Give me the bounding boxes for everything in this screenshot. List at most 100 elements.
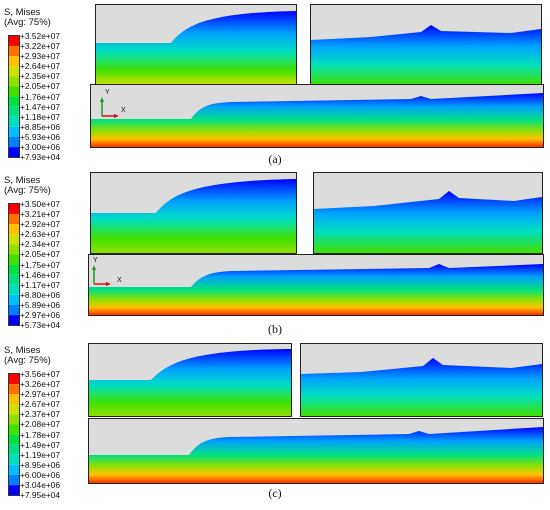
swatch xyxy=(9,46,19,57)
tick-label: +2.67e+07 xyxy=(20,399,61,410)
tick-label: +8.85e+06 xyxy=(20,121,61,132)
swatch xyxy=(9,137,19,148)
axis-x-arrowhead xyxy=(114,114,119,118)
zoom-panel-slope xyxy=(90,172,297,254)
swatch xyxy=(9,294,19,305)
legend-title: S, Mises xyxy=(4,7,41,18)
zoom-panel-bump xyxy=(310,4,542,86)
axis-x-arrowhead xyxy=(106,282,111,286)
stress-contour-bump xyxy=(301,358,542,416)
tick-label: +3.56e+07 xyxy=(20,369,61,379)
legend-a: S, Mises (Avg: 75%) +3.52e+07 +3.22e+07 … xyxy=(4,7,92,163)
swatch xyxy=(9,244,19,255)
tick-label: +8.95e+06 xyxy=(20,459,61,470)
axis-y-label: Y xyxy=(105,89,110,96)
colorbar xyxy=(8,373,20,496)
legend-subtitle: (Avg: 75%) xyxy=(4,355,51,366)
stress-contour-slope xyxy=(91,179,296,253)
swatch xyxy=(9,96,19,107)
swatch xyxy=(9,434,19,445)
legend-ticks: +3.52e+07 +3.22e+07 +2.93e+07 +2.64e+07 … xyxy=(20,31,60,162)
colorbar xyxy=(8,203,20,326)
tick-label: +2.34e+07 xyxy=(20,239,61,250)
swatch xyxy=(9,305,19,316)
legend-b: S, Mises (Avg: 75%) +3.50e+07 +3.21e+07 … xyxy=(4,175,92,331)
swatch xyxy=(9,284,19,295)
axis-y-label: Y xyxy=(93,257,98,264)
swatch xyxy=(9,214,19,225)
swatch xyxy=(9,86,19,97)
swatch xyxy=(9,106,19,117)
colorbar-swatches xyxy=(9,374,19,496)
tick-label: +6.00e+06 xyxy=(20,469,61,480)
tick-label: +3.22e+07 xyxy=(20,41,61,52)
swatch xyxy=(9,315,19,326)
full-model: Y X xyxy=(90,84,544,148)
swatch xyxy=(9,147,19,158)
legend-title: S, Mises xyxy=(4,345,41,356)
zoom-panel-bump xyxy=(300,343,543,417)
tick-label: +2.93e+07 xyxy=(20,51,61,62)
full-model: Y X xyxy=(88,254,544,316)
tick-label: +1.78e+07 xyxy=(20,429,61,440)
tick-label: +5.73e+04 xyxy=(20,320,61,331)
caption-b: (b) xyxy=(268,322,282,336)
tick-label: +7.95e+04 xyxy=(20,490,61,501)
swatch xyxy=(9,116,19,127)
colorbar-swatches xyxy=(9,36,19,158)
tick-label: +2.92e+07 xyxy=(20,219,61,230)
tick-label: +2.97e+06 xyxy=(20,310,61,321)
legend-ticks: +3.50e+07 +3.21e+07 +2.92e+07 +2.63e+07 … xyxy=(20,199,60,330)
tick-label: +3.04e+06 xyxy=(20,480,61,491)
zoom-panel-slope xyxy=(88,343,292,417)
tick-label: +2.97e+07 xyxy=(20,389,61,400)
swatch xyxy=(9,234,19,245)
stress-contour-full xyxy=(89,427,543,483)
swatch xyxy=(9,254,19,265)
tick-label: +5.93e+06 xyxy=(20,131,61,142)
legend-c: S, Mises (Avg: 75%) +3.56e+07 +3.26e+07 … xyxy=(4,345,92,501)
tick-label: +1.18e+07 xyxy=(20,111,61,122)
axis-y-arrowhead xyxy=(100,97,104,102)
axis-triad-a xyxy=(100,97,119,118)
axis-y-arrowhead xyxy=(92,265,96,270)
swatch xyxy=(9,454,19,465)
tick-label: +2.64e+07 xyxy=(20,61,61,72)
axis-triad-b xyxy=(92,265,111,286)
swatch xyxy=(9,384,19,395)
tick-label: +1.47e+07 xyxy=(20,101,61,112)
swatch xyxy=(9,126,19,137)
swatch xyxy=(9,485,19,496)
tick-label: +1.75e+07 xyxy=(20,259,61,270)
swatch xyxy=(9,475,19,486)
tick-label: +3.50e+07 xyxy=(20,199,61,209)
tick-label: +7.93e+04 xyxy=(20,152,61,163)
swatch xyxy=(9,374,19,385)
swatch xyxy=(9,56,19,67)
caption-a: (a) xyxy=(268,152,282,166)
tick-label: +3.26e+07 xyxy=(20,379,61,390)
legend-subtitle: (Avg: 75%) xyxy=(4,17,51,28)
swatch xyxy=(9,394,19,405)
swatch xyxy=(9,414,19,425)
tick-label: +1.17e+07 xyxy=(20,279,61,290)
tick-label: +2.37e+07 xyxy=(20,409,61,420)
stress-contour-full xyxy=(89,264,543,315)
tick-label: +1.19e+07 xyxy=(20,449,61,460)
tick-label: +3.21e+07 xyxy=(20,209,61,220)
legend-title: S, Mises xyxy=(4,175,41,186)
axis-x-label: X xyxy=(121,107,126,114)
tick-label: +3.00e+06 xyxy=(20,142,61,153)
tick-label: +8.80e+06 xyxy=(20,289,61,300)
swatch xyxy=(9,224,19,235)
tick-label: +1.46e+07 xyxy=(20,269,61,280)
zoom-panel-bump xyxy=(313,172,543,254)
swatch xyxy=(9,264,19,275)
swatch xyxy=(9,204,19,215)
tick-label: +2.35e+07 xyxy=(20,71,61,82)
stress-contour-slope xyxy=(96,11,296,85)
stress-contour-slope xyxy=(89,349,291,416)
swatch xyxy=(9,444,19,455)
swatch xyxy=(9,464,19,475)
stress-contour-bump xyxy=(311,25,541,85)
